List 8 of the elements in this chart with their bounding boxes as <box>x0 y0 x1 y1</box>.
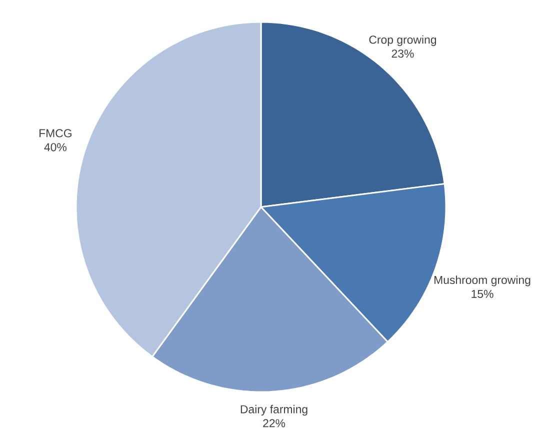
data-label: 15% <box>472 290 494 298</box>
slice-label: FMCG <box>40 129 72 138</box>
slice-label: Dairy farming <box>240 404 308 416</box>
slice-label: Mushroom growing <box>434 276 530 286</box>
slice-label: Crop growing <box>369 35 436 46</box>
data-label: 22% <box>263 419 286 428</box>
data-label: 40% <box>44 143 66 152</box>
data-label: 23% <box>392 50 414 58</box>
